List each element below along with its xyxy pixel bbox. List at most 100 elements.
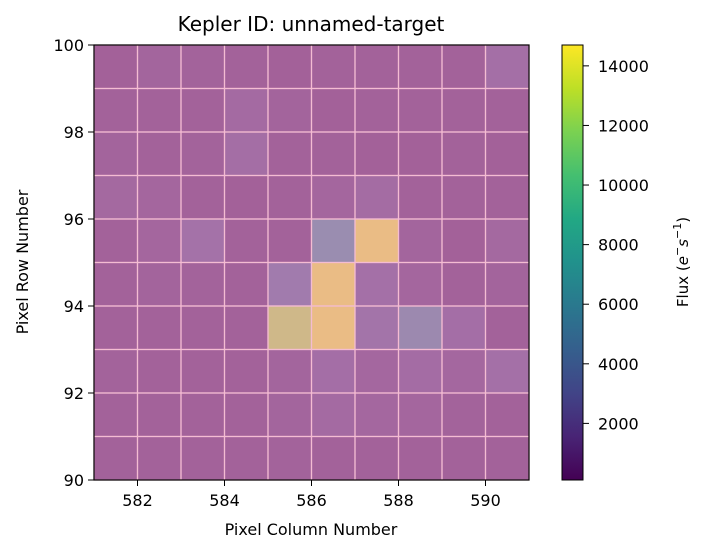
- mask-cell: [310, 44, 356, 90]
- colorbar: [561, 44, 584, 481]
- mask-cell: [484, 435, 530, 481]
- mask-cell: [441, 392, 487, 438]
- mask-cell: [223, 435, 269, 481]
- mask-cell: [484, 392, 530, 438]
- mask-cell: [310, 218, 356, 264]
- mask-cell: [136, 348, 182, 394]
- mask-cell: [180, 44, 226, 90]
- mask-cell: [180, 174, 226, 220]
- y-tick-label: 100: [53, 36, 84, 55]
- mask-cell: [354, 435, 400, 481]
- mask-cell: [310, 87, 356, 133]
- mask-cell: [484, 218, 530, 264]
- x-tick-label: 586: [296, 491, 327, 510]
- mask-cell: [267, 174, 313, 220]
- mask-cell: [310, 348, 356, 394]
- mask-cell: [354, 44, 400, 90]
- mask-cell: [180, 261, 226, 307]
- mask-cell: [310, 305, 356, 351]
- x-axis-label: Pixel Column Number: [225, 520, 398, 539]
- mask-cell: [180, 131, 226, 177]
- mask-cell: [484, 305, 530, 351]
- chart-title: Kepler ID: unnamed-target: [178, 12, 445, 36]
- mask-cell: [267, 392, 313, 438]
- mask-cell: [136, 174, 182, 220]
- mask-cell: [397, 131, 443, 177]
- mask-cell: [223, 218, 269, 264]
- colorbar-tick-label: 10000: [598, 176, 649, 195]
- mask-cell: [180, 87, 226, 133]
- y-tick-label: 96: [64, 210, 84, 229]
- mask-cell: [310, 131, 356, 177]
- mask-cell: [180, 305, 226, 351]
- mask-cell: [180, 218, 226, 264]
- mask-cell: [267, 261, 313, 307]
- mask-cell: [136, 435, 182, 481]
- mask-cell: [93, 131, 139, 177]
- mask-cell: [93, 218, 139, 264]
- mask-cell: [93, 348, 139, 394]
- mask-cell: [267, 348, 313, 394]
- mask-cell: [93, 305, 139, 351]
- mask-cell: [93, 174, 139, 220]
- mask-cell: [354, 174, 400, 220]
- mask-cell: [267, 218, 313, 264]
- mask-cell: [397, 435, 443, 481]
- y-tick-label: 94: [64, 297, 84, 316]
- mask-cell: [484, 261, 530, 307]
- colorbar-tick-label: 12000: [598, 116, 649, 135]
- mask-cell: [310, 435, 356, 481]
- mask-cell: [223, 392, 269, 438]
- mask-cell: [310, 392, 356, 438]
- mask-cell: [310, 174, 356, 220]
- mask-cell: [354, 218, 400, 264]
- mask-cell: [397, 261, 443, 307]
- mask-cell: [180, 435, 226, 481]
- y-axis-label: Pixel Row Number: [13, 189, 32, 334]
- mask-cell: [267, 44, 313, 90]
- mask-cell: [441, 435, 487, 481]
- mask-cell: [397, 44, 443, 90]
- mask-cell: [136, 261, 182, 307]
- mask-cell: [441, 261, 487, 307]
- mask-cell: [267, 131, 313, 177]
- mask-cell: [441, 218, 487, 264]
- colorbar-tick-label: 8000: [598, 236, 639, 255]
- mask-cell: [484, 174, 530, 220]
- y-tick-label: 90: [64, 471, 84, 490]
- mask-cell: [136, 305, 182, 351]
- colorbar-tick-label: 14000: [598, 57, 649, 76]
- mask-cell: [354, 87, 400, 133]
- mask-cell: [441, 348, 487, 394]
- mask-cell: [397, 348, 443, 394]
- mask-cell: [223, 87, 269, 133]
- mask-cell: [441, 305, 487, 351]
- mask-cell: [223, 348, 269, 394]
- mask-cell: [136, 218, 182, 264]
- aperture-mask-overlay: [93, 44, 530, 481]
- mask-cell: [93, 392, 139, 438]
- mask-cell: [223, 174, 269, 220]
- colorbar-label: Flux (e−s−1): [671, 217, 692, 307]
- mask-cell: [136, 131, 182, 177]
- x-tick-label: 584: [209, 491, 240, 510]
- mask-cell: [354, 392, 400, 438]
- mask-cell: [136, 44, 182, 90]
- mask-cell: [223, 305, 269, 351]
- mask-cell: [484, 131, 530, 177]
- mask-cell: [354, 305, 400, 351]
- mask-cell: [310, 261, 356, 307]
- x-axis-ticks: 582 584 586 588 590: [122, 480, 501, 510]
- mask-cell: [441, 44, 487, 90]
- mask-cell: [267, 305, 313, 351]
- mask-cell: [267, 435, 313, 481]
- mask-cell: [484, 348, 530, 394]
- colorbar-ticks: 2000 4000 6000 8000 10000 12000 14000: [583, 57, 649, 433]
- mask-cell: [180, 348, 226, 394]
- y-tick-label: 98: [64, 123, 84, 142]
- mask-cell: [441, 87, 487, 133]
- mask-cell: [354, 131, 400, 177]
- mask-cell: [180, 392, 226, 438]
- mask-cell: [93, 44, 139, 90]
